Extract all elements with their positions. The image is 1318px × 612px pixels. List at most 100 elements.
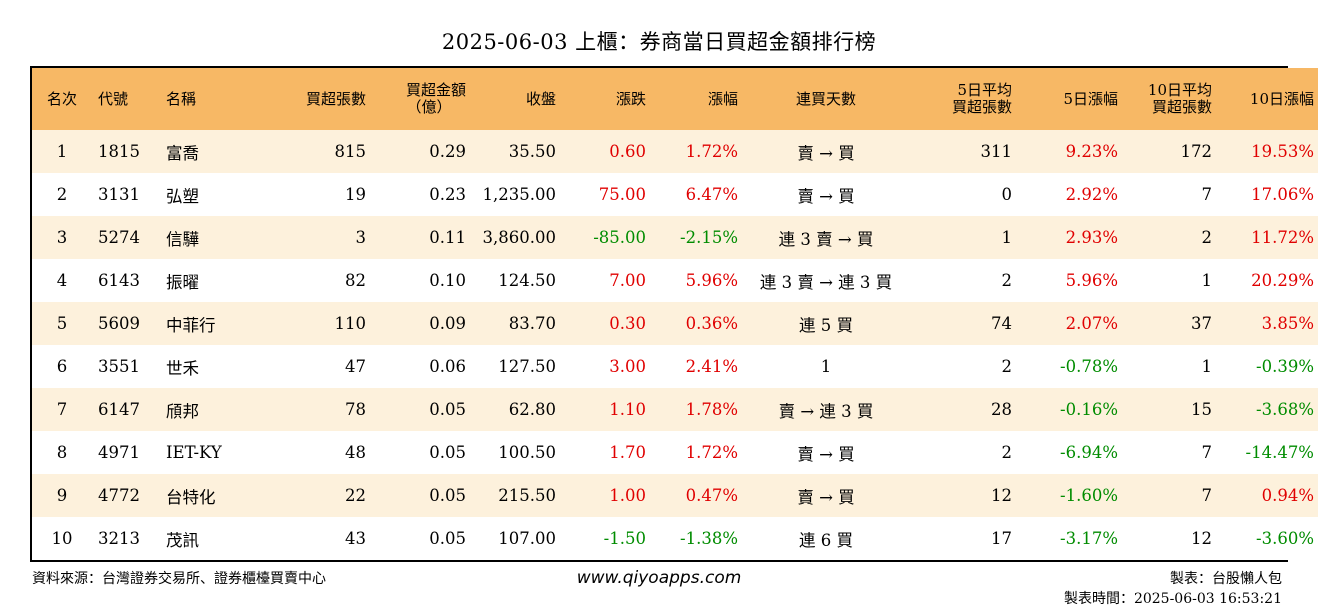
cell-avg5: 2 <box>1001 443 1013 462</box>
website-link[interactable]: www.qiyoapps.com <box>576 568 742 588</box>
header-close[interactable]: 收盤 <box>525 89 556 108</box>
header-amount[interactable]: 買超金額 （億） <box>372 68 472 130</box>
header-streak[interactable]: 連買天數 <box>795 89 856 108</box>
cell-rank: 5 <box>56 314 68 333</box>
cell-amount: 0.29 <box>429 142 466 161</box>
cell-streak: 連 6 買 <box>799 530 853 550</box>
cell-avg5: 2 <box>1001 271 1013 290</box>
maker-note: 製表：台股懶人包 <box>1170 571 1282 587</box>
table-row[interactable]: 4 6143 振曜 82 0.10 124.50 7.00 5.96% 連 3 賣 → 連 3 … <box>32 259 1318 302</box>
header-avg10[interactable]: 10日平均 買超張數 <box>1124 68 1218 130</box>
cell-avg10: 1 <box>1201 271 1213 290</box>
cell-change: 0.60 <box>609 142 646 161</box>
cell-streak: 連 3 賣 → 連 3 買 <box>759 272 893 292</box>
table-row[interactable]: 1 1815 富喬 815 0.29 35.50 0.60 1.72% 賣 → 買 311 9.23… <box>32 130 1318 173</box>
cell-close: 124.50 <box>498 271 556 290</box>
cell-amount: 0.10 <box>429 271 466 290</box>
table-row[interactable]: 10 3213 茂訊 43 0.05 107.00 -1.50 -1.38% 連 6 買 17 -3… <box>32 517 1318 560</box>
cell-streak: 賣 → 買 <box>797 143 855 163</box>
cell-buy-lots: 110 <box>334 314 367 333</box>
cell-buy-lots: 43 <box>345 529 366 548</box>
header-avg5-line1: 5日平均 <box>957 81 1012 99</box>
header-rank[interactable]: 名次 <box>46 89 77 108</box>
cell-close: 62.80 <box>508 400 556 419</box>
cell-code: 3131 <box>98 185 140 204</box>
cell-pct10: 3.85% <box>1261 314 1314 333</box>
header-buy-lots[interactable]: 買超張數 <box>305 89 366 108</box>
cell-pct: -2.15% <box>680 228 738 247</box>
ranking-table-container: 名次 代號 名稱 買超張數 買超金額 （億） 收盤 漲跌 漲幅 連買天數 5日平… <box>30 66 1318 562</box>
header-pct[interactable]: 漲幅 <box>707 89 738 108</box>
header-avg5-line2: 買超張數 <box>951 98 1012 116</box>
ranking-table: 名次 代號 名稱 買超張數 買超金額 （億） 收盤 漲跌 漲幅 連買天數 5日平… <box>32 68 1318 560</box>
cell-code: 4971 <box>98 443 140 462</box>
header-avg5[interactable]: 5日平均 買超張數 <box>908 68 1018 130</box>
cell-rank: 1 <box>56 142 68 161</box>
table-row[interactable]: 8 4971 IET-KY 48 0.05 100.50 1.70 1.72% 賣 → 買 2 -6… <box>32 431 1318 474</box>
cell-avg10: 7 <box>1201 486 1213 505</box>
cell-pct5: -0.78% <box>1060 357 1118 376</box>
cell-pct: 6.47% <box>685 185 738 204</box>
header-avg10-line1: 10日平均 <box>1147 81 1212 99</box>
cell-code: 3213 <box>98 529 140 548</box>
cell-pct: 0.36% <box>685 314 738 333</box>
header-avg10-line2: 買超張數 <box>1151 98 1212 116</box>
cell-buy-lots: 815 <box>334 142 367 161</box>
cell-pct: 1.72% <box>685 443 738 462</box>
cell-pct5: -0.16% <box>1060 400 1118 419</box>
cell-buy-lots: 3 <box>355 228 367 247</box>
cell-avg5: 17 <box>991 529 1012 548</box>
cell-pct10: 11.72% <box>1251 228 1314 247</box>
cell-change: -1.50 <box>603 529 646 548</box>
cell-amount: 0.05 <box>429 529 466 548</box>
cell-amount: 0.09 <box>429 314 466 333</box>
timestamp-note: 製表時間：2025-06-03 16:53:21 <box>1063 591 1282 607</box>
cell-pct5: -6.94% <box>1060 443 1118 462</box>
header-amount-line1: 買超金額 <box>405 81 466 99</box>
cell-pct: -1.38% <box>680 529 738 548</box>
cell-avg10: 15 <box>1191 400 1212 419</box>
header-code[interactable]: 代號 <box>98 89 129 108</box>
cell-close: 100.50 <box>498 443 556 462</box>
cell-name: 富喬 <box>166 143 199 163</box>
cell-streak: 賣 → 連 3 買 <box>778 401 874 421</box>
table-row[interactable]: 9 4772 台特化 22 0.05 215.50 1.00 0.47% 賣 → 買 12 -1.6… <box>32 474 1318 517</box>
cell-amount: 0.05 <box>429 443 466 462</box>
cell-pct10: 0.94% <box>1261 486 1314 505</box>
table-row[interactable]: 5 5609 中菲行 110 0.09 83.70 0.30 0.36% 連 5 買 74 2.07… <box>32 302 1318 345</box>
cell-avg5: 74 <box>991 314 1012 333</box>
cell-close: 127.50 <box>498 357 556 376</box>
cell-pct5: -1.60% <box>1060 486 1118 505</box>
cell-close: 3,860.00 <box>482 228 556 247</box>
header-pct10[interactable]: 10日漲幅 <box>1249 89 1314 108</box>
cell-pct: 1.78% <box>685 400 738 419</box>
cell-change: 3.00 <box>609 357 646 376</box>
cell-avg10: 172 <box>1180 142 1213 161</box>
table-row[interactable]: 6 3551 世禾 47 0.06 127.50 3.00 2.41% 1 2 -0.78% 1 -0.… <box>32 345 1318 388</box>
header-pct5[interactable]: 5日漲幅 <box>1063 89 1118 108</box>
cell-pct5: 5.96% <box>1065 271 1118 290</box>
cell-pct5: 9.23% <box>1065 142 1118 161</box>
cell-close: 1,235.00 <box>482 185 556 204</box>
cell-change: 7.00 <box>609 271 646 290</box>
header-name[interactable]: 名稱 <box>166 89 197 108</box>
cell-rank: 10 <box>51 529 73 548</box>
cell-change: 1.10 <box>609 400 646 419</box>
cell-avg5: 12 <box>991 486 1012 505</box>
cell-name: IET-KY <box>166 443 222 462</box>
cell-change: 1.00 <box>609 486 646 505</box>
table-row[interactable]: 2 3131 弘塑 19 0.23 1,235.00 75.00 6.47% 賣 → 買 0 2.9… <box>32 173 1318 216</box>
cell-change: 75.00 <box>598 185 646 204</box>
cell-avg10: 37 <box>1191 314 1212 333</box>
cell-name: 信驊 <box>166 229 199 249</box>
cell-rank: 6 <box>56 357 68 376</box>
cell-pct: 5.96% <box>685 271 738 290</box>
cell-code: 1815 <box>98 142 140 161</box>
cell-amount: 0.05 <box>429 400 466 419</box>
cell-avg10: 1 <box>1201 357 1213 376</box>
table-row[interactable]: 7 6147 頎邦 78 0.05 62.80 1.10 1.78% 賣 → 連 3 買 28 -0… <box>32 388 1318 431</box>
table-row[interactable]: 3 5274 信驊 3 0.11 3,860.00 -85.00 -2.15% 連 3 賣 → … <box>32 216 1318 259</box>
header-change[interactable]: 漲跌 <box>615 89 646 108</box>
cell-change: 1.70 <box>609 443 646 462</box>
cell-rank: 9 <box>56 486 68 505</box>
